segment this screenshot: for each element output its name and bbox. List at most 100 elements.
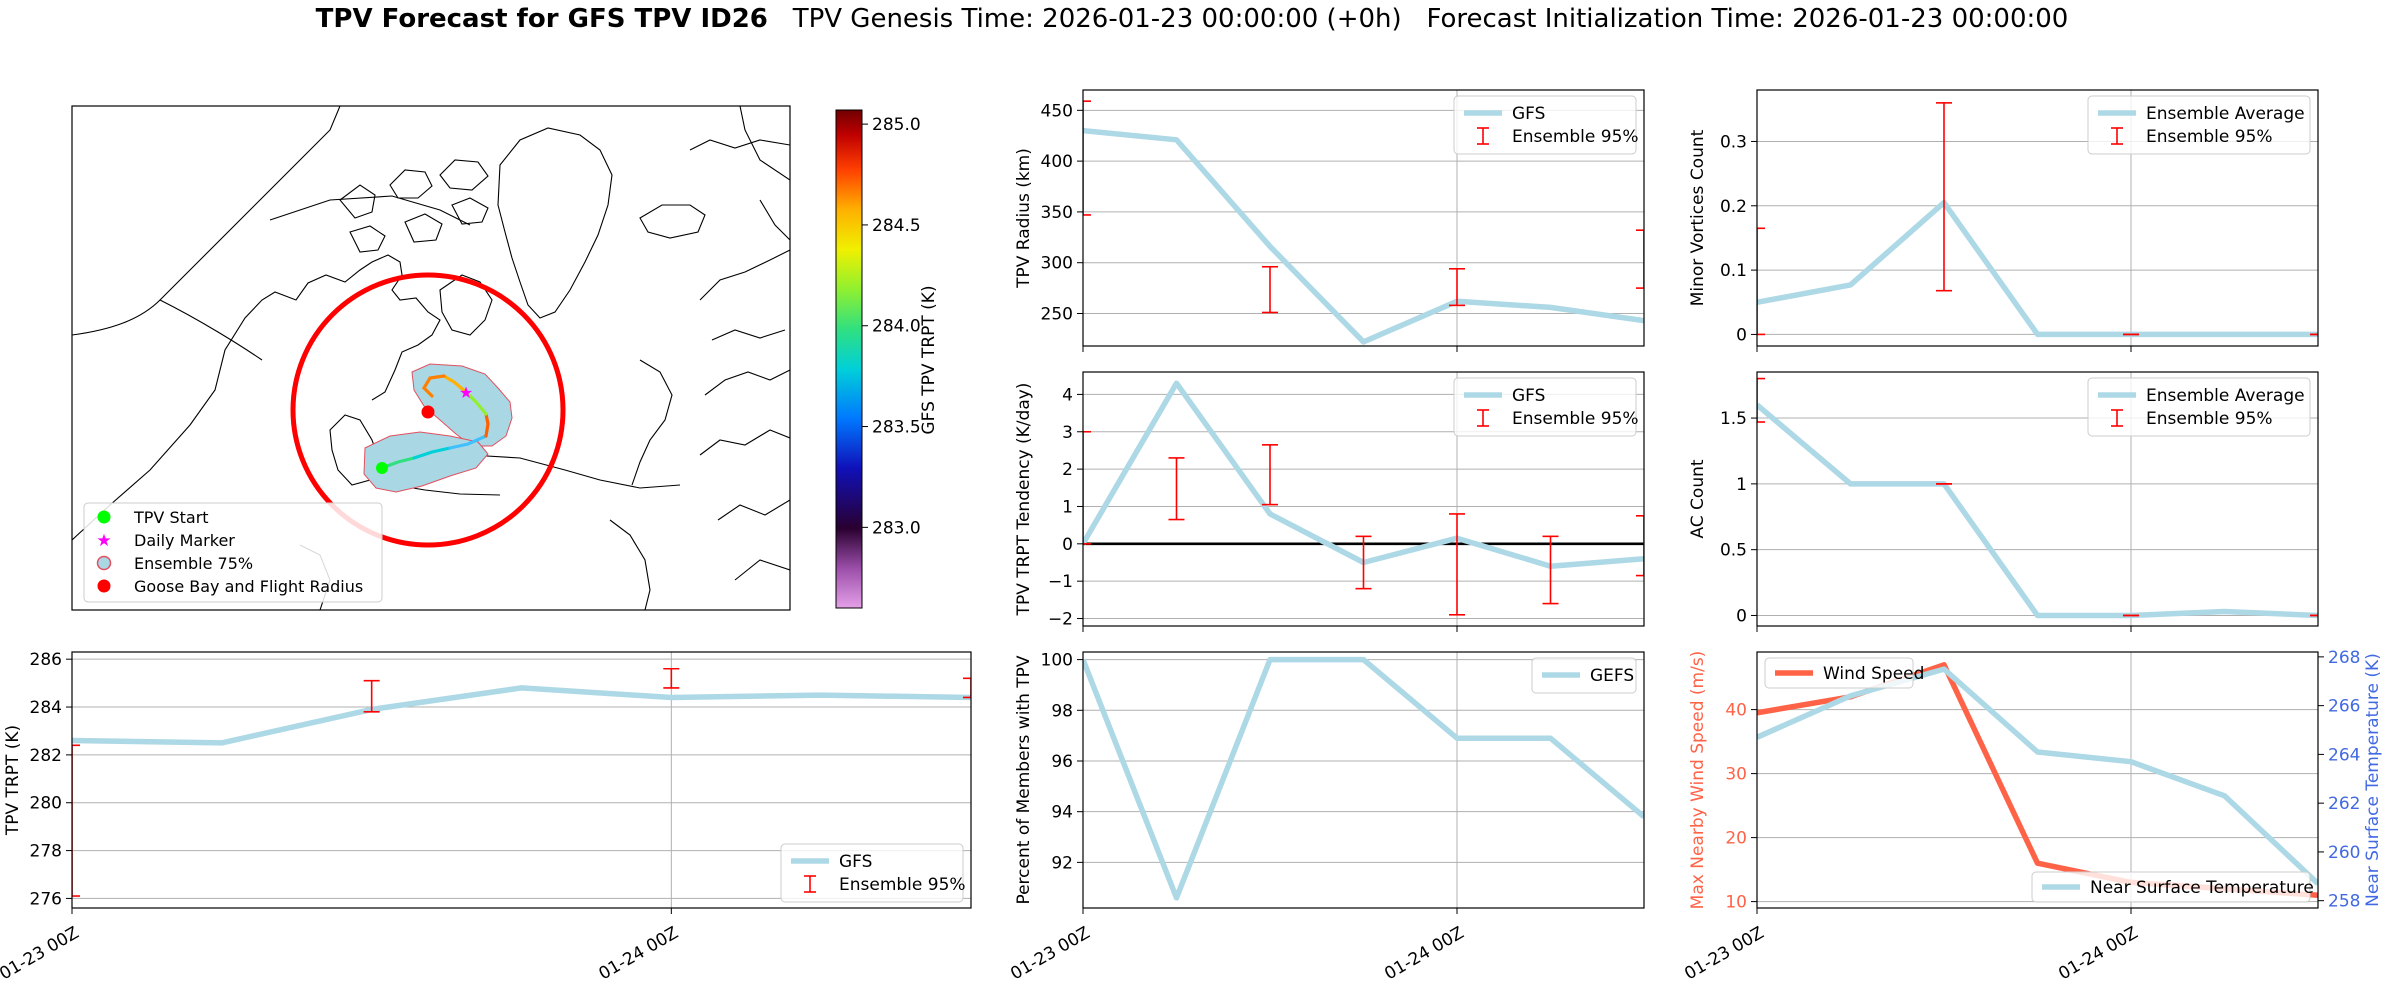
chart-tendency: −2 −1 0 1 2 3 4 TPV TRPT Tendency (K/day) GFS Ens…	[1014, 371, 1645, 632]
errorbar	[963, 677, 971, 699]
y-tick-label: 40	[1725, 701, 1747, 721]
legend: Ensemble Average Ensemble 95%	[2087, 377, 2311, 437]
legend-box	[1531, 657, 1637, 694]
errorbar	[363, 679, 380, 713]
y-tick-label: 278	[30, 842, 62, 862]
y-axis-label: TPV TRPT Tendency (K/day)	[1014, 383, 1034, 617]
colorbar: GFS TPV TRPT (K) 283.0 283.5 284.0 284.5 285…	[835, 109, 939, 609]
y-axis-label: AC Count	[1688, 459, 1708, 538]
title-tpv-id: TPV Forecast for GFS TPV ID26	[315, 4, 768, 34]
axes-frame	[1756, 89, 2319, 347]
y-tick-label: 3	[1062, 423, 1073, 443]
errorbar	[1542, 535, 1559, 605]
x-tick-label: 01-24 00Z	[596, 923, 682, 982]
title-genesis-time: TPV Genesis Time: 2026-01-23 00:00:00 (+…	[792, 4, 1402, 34]
y-tick-label: 1.5	[1720, 409, 1747, 429]
y-tick-label: 1	[1736, 475, 1747, 495]
legend-errorbar-icon	[2111, 127, 2123, 145]
series-line-0	[1083, 127, 1644, 345]
errorbar	[1636, 515, 1644, 577]
title-init-time: Forecast Initialization Time: 2026-01-23…	[1426, 4, 2069, 34]
legend-label: GFS	[839, 852, 872, 872]
chart-trpt: 276 278 280 282 284 286 01-23 00Z 01-24 00Z TPV …	[0, 650, 972, 982]
errorbar	[1083, 100, 1091, 216]
y-tick-label: 0	[1736, 325, 1747, 345]
y-tick-label: 100	[1041, 651, 1073, 671]
legend-label: Ensemble 95%	[1512, 409, 1639, 429]
y-tick-label: 96	[1051, 752, 1073, 772]
legend-errorbar-icon	[2111, 409, 2123, 427]
flight-radius-circle	[290, 272, 566, 548]
y-tick-label: 0	[1062, 535, 1073, 555]
y-axis-label: TPV Radius (km)	[1014, 148, 1034, 289]
ensemble-patch-icon	[96, 555, 112, 571]
legend: GEFS	[1531, 657, 1637, 694]
legend-label: Ensemble 95%	[1512, 127, 1639, 147]
y-tick-label: 0	[1736, 606, 1747, 626]
legend-label: Ensemble 95%	[2146, 409, 2273, 429]
chart-percent: 92 94 96 98 100 01-23 00Z 01-24 00Z Percent of …	[1007, 651, 1645, 982]
colorbar-gradient	[835, 109, 863, 609]
y-tick-label-right: 264	[2328, 745, 2360, 765]
axes-frame	[71, 651, 972, 909]
legend-box	[2087, 95, 2311, 155]
chart-radius: 250 300 350 400 450 TPV Radius (km) GFS Ensembl…	[1014, 89, 1645, 352]
y-tick-label: 300	[1041, 254, 1073, 274]
y-tick-label: 284	[30, 698, 62, 718]
errorbar	[1262, 444, 1278, 506]
axes-frame	[1082, 651, 1645, 909]
series-line-0	[1757, 402, 2318, 619]
errorbar	[1636, 229, 1644, 289]
y-tick-label: 250	[1041, 304, 1073, 324]
errorbar	[1936, 102, 1952, 292]
red-dot-icon	[97, 579, 111, 593]
legend-errorbar-icon	[804, 875, 816, 893]
daily-marker-star: ★	[459, 383, 473, 402]
map-legend-label: Daily Marker	[134, 531, 235, 550]
legend-label: Ensemble Average	[2146, 104, 2305, 124]
errorbar	[1168, 457, 1185, 521]
y-tick-label: 276	[30, 889, 62, 909]
y-tick-label-right: 258	[2328, 892, 2360, 912]
y-tick-label: 98	[1051, 701, 1073, 721]
magenta-star-icon: ★	[96, 531, 111, 551]
legend-errorbar-icon	[1477, 127, 1489, 145]
legend: GFS Ensemble 95%	[1453, 95, 1639, 155]
colorbar-tick-label: 285.0	[872, 115, 921, 135]
series-line-0	[1083, 656, 1644, 901]
colorbar-tick-label: 283.5	[872, 418, 921, 438]
legend-errorbar-icon	[1477, 409, 1489, 427]
y-axis-label-right: Near Surface Temperature (K)	[2363, 653, 2383, 907]
errorbar	[1083, 430, 1091, 545]
y-tick-label: 282	[30, 746, 62, 766]
errorbar	[1757, 227, 1765, 336]
legend-box	[1764, 657, 1914, 689]
y-axis-label: TPV TRPT (K)	[3, 725, 23, 836]
y-tick-label: −1	[1048, 572, 1073, 592]
y-tick-label: 280	[30, 794, 62, 814]
legend-label: Ensemble 95%	[839, 875, 966, 895]
errorbar	[1449, 267, 1465, 307]
x-tick-label: 01-23 00Z	[0, 923, 83, 982]
tpv-track	[380, 374, 490, 470]
series-line-0	[1757, 199, 2318, 338]
map-legend-label: TPV Start	[133, 508, 209, 527]
legend-box	[2087, 377, 2311, 437]
legend: GFS Ensemble 95%	[780, 843, 966, 903]
y-tick-label: 30	[1725, 765, 1747, 785]
x-tick-label: 01-24 00Z	[2055, 923, 2141, 982]
tpv-start-marker	[376, 462, 388, 474]
y-tick-label: 20	[1725, 829, 1747, 849]
legend-label: Ensemble 95%	[2146, 127, 2273, 147]
errorbar	[72, 744, 80, 897]
y-tick-label: 400	[1041, 152, 1073, 172]
map-legend-box	[83, 502, 383, 603]
axes-frame	[1756, 371, 2319, 627]
y-tick-label-right: 262	[2328, 794, 2360, 814]
y-tick-label: 0.2	[1720, 197, 1747, 217]
axes-frame	[1756, 651, 2319, 909]
goose-bay-marker	[421, 405, 435, 419]
y-tick-label: 92	[1051, 853, 1073, 873]
y-tick-label-right: 266	[2328, 697, 2360, 717]
axes-frame	[1082, 371, 1645, 627]
